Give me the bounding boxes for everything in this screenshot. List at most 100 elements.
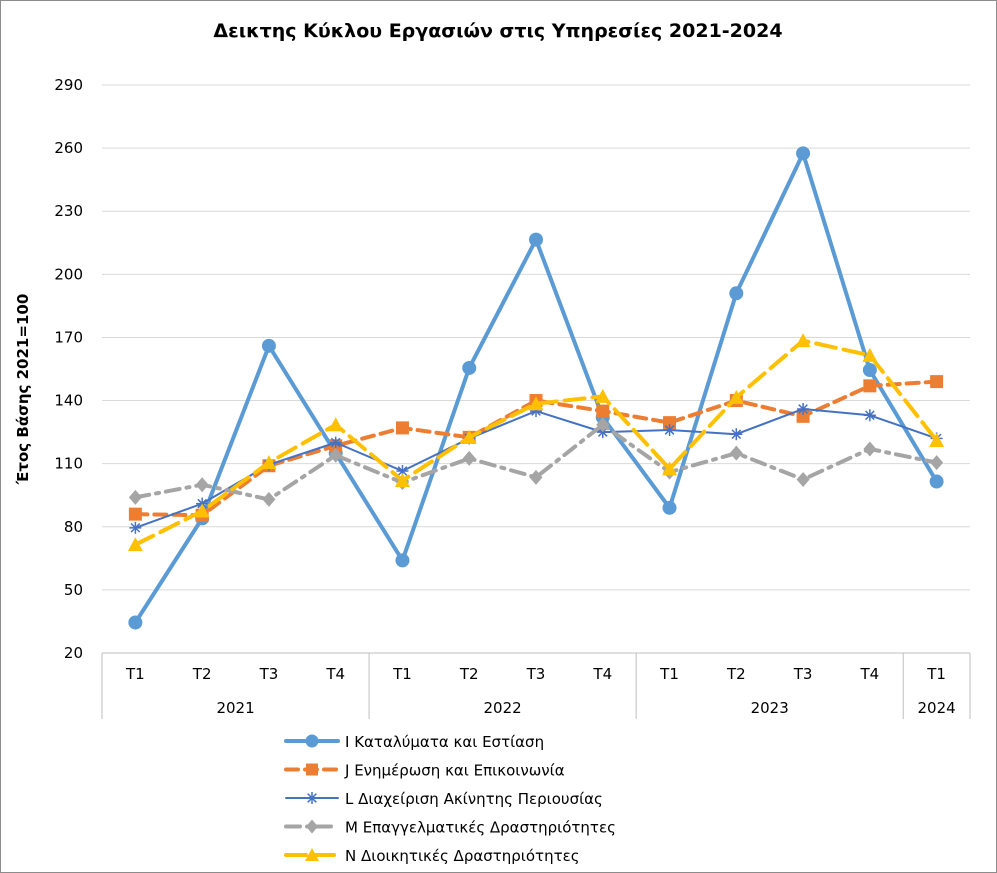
legend-label: N Διοικητικές Δραστηριότητες bbox=[345, 847, 580, 865]
x-tick-label: Τ2 bbox=[192, 665, 212, 683]
series-4 bbox=[128, 417, 944, 507]
series-marker bbox=[128, 489, 142, 505]
legend-item: J Ενημέρωση και Επικοινωνία bbox=[284, 762, 565, 780]
series-marker bbox=[728, 389, 744, 404]
legend: I Καταλύματα και Εστίαση J Ενημέρωση και … bbox=[284, 733, 616, 865]
series-marker bbox=[462, 450, 476, 466]
series-marker bbox=[596, 417, 610, 433]
series-marker bbox=[305, 734, 319, 748]
series-marker bbox=[662, 461, 678, 476]
legend-label: L Διαχείριση Ακίνητης Περιουσίας bbox=[345, 790, 603, 808]
series-3 bbox=[129, 402, 943, 534]
series-marker bbox=[306, 819, 318, 834]
y-tick-label: 260 bbox=[54, 139, 83, 157]
x-group-label: 2023 bbox=[751, 699, 789, 717]
series-marker bbox=[662, 500, 677, 515]
series-marker bbox=[462, 360, 477, 375]
y-tick-label: 200 bbox=[54, 265, 83, 283]
series-marker bbox=[395, 421, 409, 435]
y-tick-label: 20 bbox=[64, 644, 83, 662]
series-line bbox=[133, 338, 939, 547]
x-tick-label: Τ1 bbox=[926, 665, 946, 683]
y-tick-label: 290 bbox=[54, 76, 83, 94]
series-marker bbox=[128, 615, 143, 630]
series-marker bbox=[328, 417, 344, 432]
series-marker bbox=[261, 338, 276, 353]
x-group-label: 2021 bbox=[216, 699, 254, 717]
series-line bbox=[133, 422, 939, 502]
series-marker bbox=[863, 441, 877, 457]
x-tick-label: Τ2 bbox=[726, 665, 746, 683]
gridlines bbox=[102, 84, 970, 591]
axes: 20 50 80 110 140 170 200 230 260 290 Τ1 Τ2 Τ3 Τ4 Τ1 Τ2 Τ… bbox=[54, 76, 971, 719]
series-marker bbox=[595, 388, 611, 403]
series-marker bbox=[730, 428, 743, 441]
series-marker bbox=[195, 477, 209, 493]
x-tick-label: Τ1 bbox=[659, 665, 679, 683]
legend-item: I Καταλύματα και Εστίαση bbox=[284, 733, 544, 751]
series-marker bbox=[930, 455, 944, 471]
series-line bbox=[134, 407, 938, 529]
y-tick-label: 140 bbox=[54, 392, 83, 410]
y-tick-label: 110 bbox=[54, 455, 83, 473]
series-marker bbox=[863, 409, 876, 422]
x-group-label: 2022 bbox=[484, 699, 522, 717]
legend-item: M Επαγγελματικές Δραστηριότητες bbox=[284, 819, 616, 837]
x-tick-label: Τ3 bbox=[259, 665, 279, 683]
legend-label: M Επαγγελματικές Δραστηριότητες bbox=[345, 819, 616, 837]
series-marker bbox=[596, 404, 610, 418]
x-tick-label: Τ3 bbox=[793, 665, 813, 683]
series-marker bbox=[306, 763, 318, 776]
x-tick-label: Τ3 bbox=[526, 665, 546, 683]
series-marker bbox=[663, 424, 676, 437]
series-marker bbox=[929, 474, 944, 489]
series-marker bbox=[329, 436, 342, 449]
series-marker bbox=[729, 445, 743, 461]
y-tick-label: 80 bbox=[64, 518, 83, 536]
x-tick-label: Τ1 bbox=[125, 665, 145, 683]
series-marker bbox=[862, 347, 878, 362]
series-marker bbox=[929, 433, 945, 448]
series-marker bbox=[129, 521, 142, 534]
series-marker bbox=[528, 396, 544, 411]
y-tick-label: 170 bbox=[54, 328, 83, 346]
x-tick-label: Τ1 bbox=[392, 665, 412, 683]
chart-title: Δεικτης Κύκλου Εργασιών στις Υπηρεσίες 2… bbox=[213, 20, 782, 42]
series-marker bbox=[796, 146, 811, 161]
series-marker bbox=[394, 472, 410, 487]
legend-label: J Ενημέρωση και Επικοινωνία bbox=[344, 762, 565, 780]
series-marker bbox=[395, 553, 410, 568]
series-marker bbox=[305, 848, 319, 861]
legend-item: L Διαχείριση Ακίνητης Περιουσίας bbox=[285, 790, 603, 808]
series-5 bbox=[127, 333, 945, 552]
series-marker bbox=[329, 447, 343, 463]
series-marker bbox=[461, 429, 477, 444]
series-marker bbox=[306, 792, 318, 804]
series-marker bbox=[729, 286, 744, 301]
series-marker bbox=[529, 469, 543, 485]
legend-item: N Διοικητικές Δραστηριότητες bbox=[284, 847, 580, 865]
y-axis-label: Έτος Βάσης 2021=100 bbox=[14, 294, 32, 486]
series-marker bbox=[795, 333, 811, 348]
x-tick-label: Τ4 bbox=[859, 665, 879, 683]
y-tick-label: 50 bbox=[64, 581, 83, 599]
series-marker bbox=[261, 455, 277, 470]
series-marker bbox=[862, 363, 877, 378]
x-tick-label: Τ4 bbox=[325, 665, 345, 683]
x-group-label: 2024 bbox=[918, 699, 956, 717]
series-marker bbox=[797, 402, 810, 415]
series-marker bbox=[194, 503, 210, 518]
series-marker bbox=[863, 379, 877, 393]
series-marker bbox=[796, 471, 810, 487]
x-tick-label: Τ2 bbox=[459, 665, 479, 683]
x-tick-label: Τ4 bbox=[592, 665, 612, 683]
series-marker bbox=[529, 232, 543, 247]
series-marker bbox=[930, 375, 944, 389]
series-line bbox=[133, 151, 939, 625]
series-1 bbox=[128, 146, 944, 630]
series-marker bbox=[127, 537, 143, 552]
series-marker bbox=[128, 507, 142, 521]
y-tick-label: 230 bbox=[54, 202, 83, 220]
